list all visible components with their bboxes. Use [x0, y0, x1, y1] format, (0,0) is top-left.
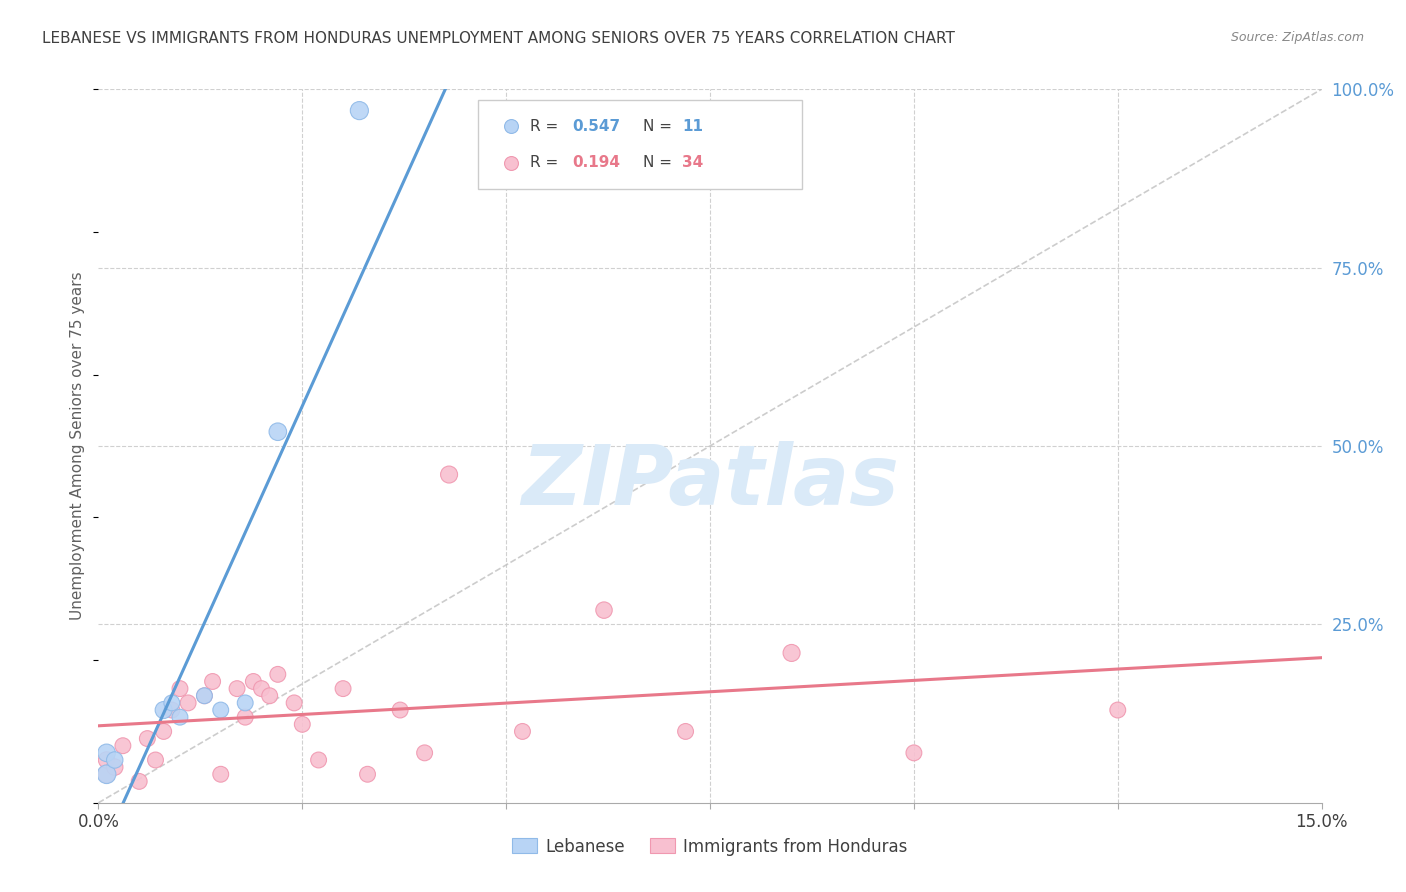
Text: N =: N = — [643, 155, 676, 170]
Point — [593, 603, 616, 617]
Point — [96, 767, 118, 781]
Point — [1107, 703, 1129, 717]
Point — [193, 689, 215, 703]
Text: 0.194: 0.194 — [572, 155, 620, 170]
Point — [332, 681, 354, 696]
Point — [675, 724, 697, 739]
Point — [389, 703, 412, 717]
Point — [209, 767, 232, 781]
Point — [209, 703, 232, 717]
Point — [152, 724, 174, 739]
Point — [160, 696, 183, 710]
Point — [413, 746, 436, 760]
Point — [96, 753, 118, 767]
Point — [308, 753, 330, 767]
Point — [512, 724, 534, 739]
Text: 34: 34 — [682, 155, 703, 170]
Point — [152, 703, 174, 717]
Point — [242, 674, 264, 689]
Legend: Lebanese, Immigrants from Honduras: Lebanese, Immigrants from Honduras — [506, 831, 914, 863]
Point — [136, 731, 159, 746]
Point — [177, 696, 200, 710]
Point — [233, 710, 256, 724]
Point — [250, 681, 273, 696]
Point — [128, 774, 150, 789]
Point — [356, 767, 378, 781]
Point — [259, 689, 281, 703]
Point — [169, 710, 191, 724]
Point — [267, 425, 290, 439]
Point — [145, 753, 167, 767]
Text: 11: 11 — [682, 119, 703, 134]
Point — [201, 674, 224, 689]
Point — [349, 103, 371, 118]
Point — [283, 696, 305, 710]
Point — [111, 739, 134, 753]
Text: LEBANESE VS IMMIGRANTS FROM HONDURAS UNEMPLOYMENT AMONG SENIORS OVER 75 YEARS CO: LEBANESE VS IMMIGRANTS FROM HONDURAS UNE… — [42, 31, 955, 46]
Point — [903, 746, 925, 760]
Point — [96, 746, 118, 760]
Point — [104, 760, 127, 774]
Point — [291, 717, 314, 731]
Point — [267, 667, 290, 681]
Text: Source: ZipAtlas.com: Source: ZipAtlas.com — [1230, 31, 1364, 45]
Text: ZIPatlas: ZIPatlas — [522, 442, 898, 522]
Point — [193, 689, 215, 703]
Point — [169, 681, 191, 696]
Point — [437, 467, 460, 482]
Point — [160, 703, 183, 717]
Point — [233, 696, 256, 710]
Point — [780, 646, 803, 660]
Point — [226, 681, 249, 696]
Text: R =: R = — [530, 155, 564, 170]
Point — [96, 767, 118, 781]
Text: N =: N = — [643, 119, 676, 134]
FancyBboxPatch shape — [478, 100, 801, 189]
Y-axis label: Unemployment Among Seniors over 75 years: Unemployment Among Seniors over 75 years — [70, 272, 86, 620]
Text: 0.547: 0.547 — [572, 119, 620, 134]
Text: R =: R = — [530, 119, 564, 134]
Point — [104, 753, 127, 767]
